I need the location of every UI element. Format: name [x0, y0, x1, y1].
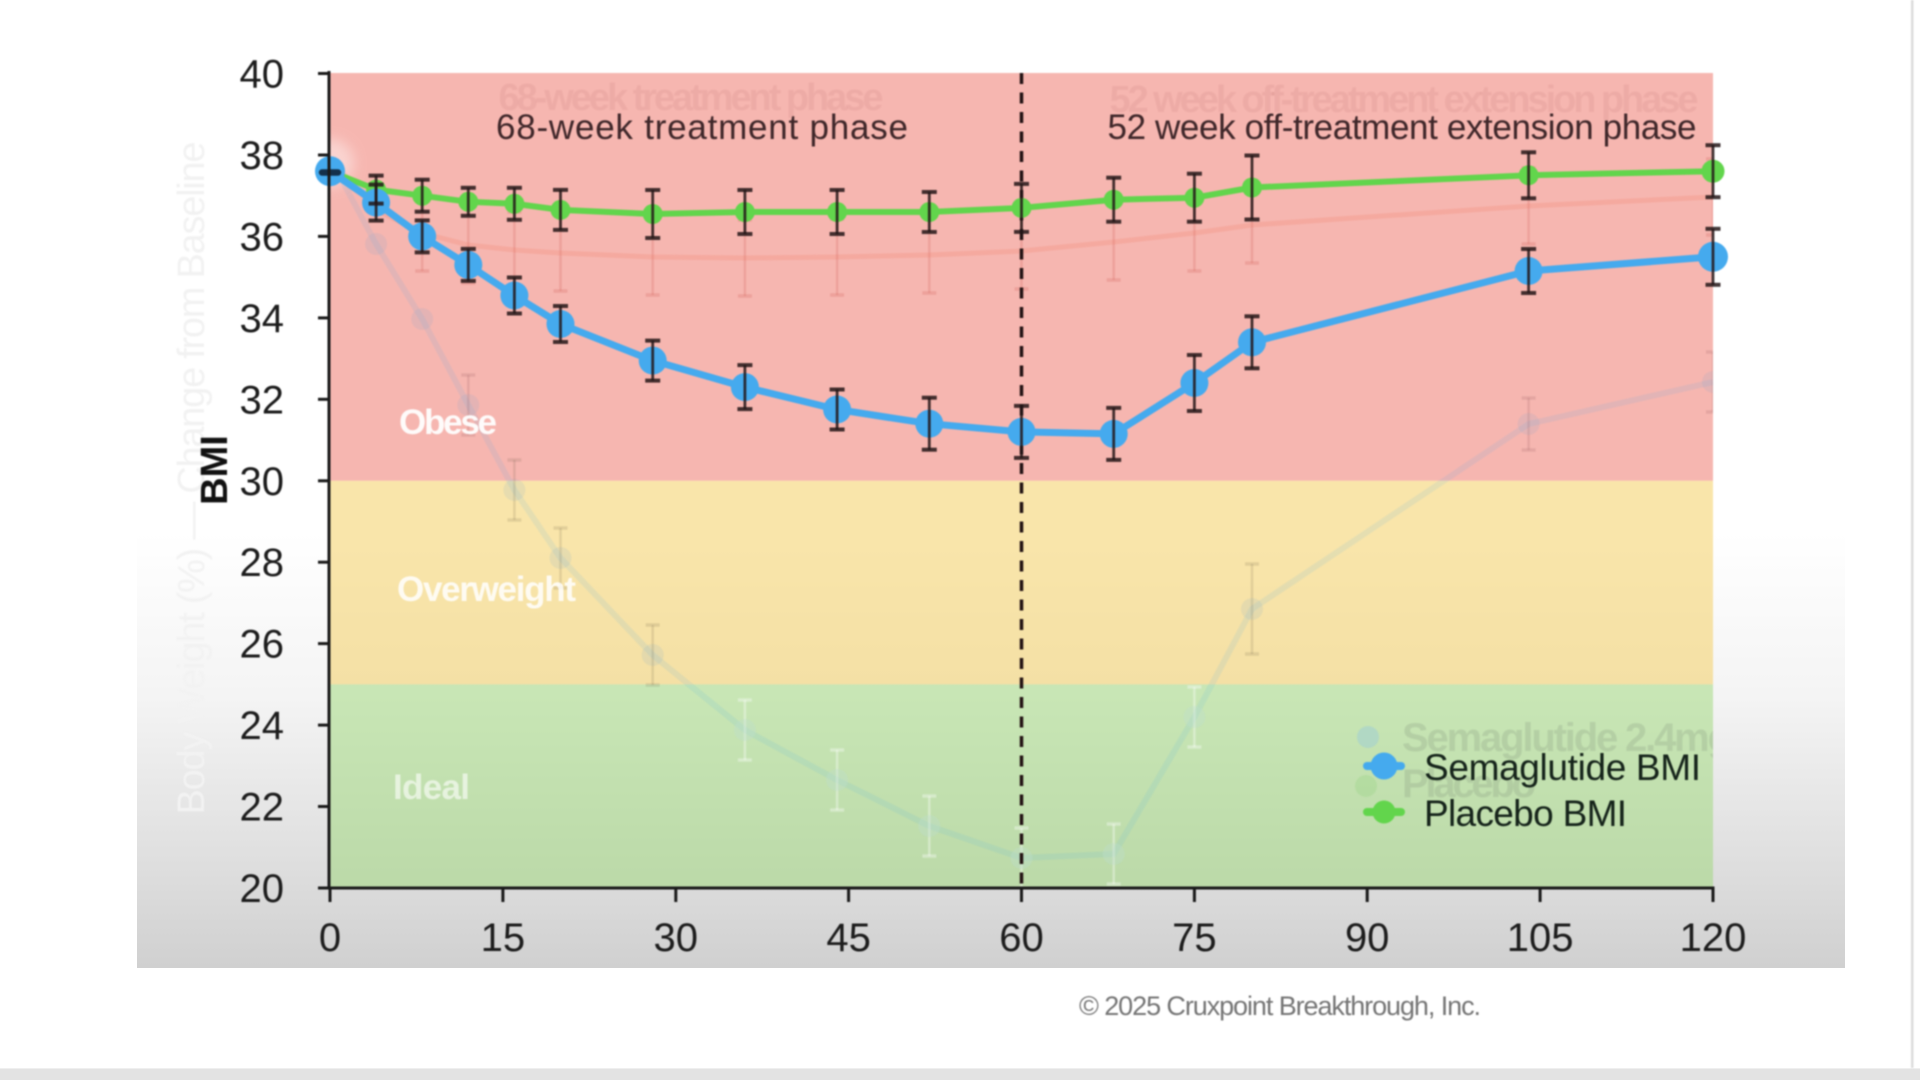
svg-text:30: 30: [240, 460, 285, 504]
svg-text:52 week off-treatment extensio: 52 week off-treatment extension phase: [1108, 108, 1697, 147]
svg-text:36: 36: [240, 215, 285, 259]
svg-text:68-week treatment phase: 68-week treatment phase: [499, 77, 884, 119]
svg-text:105: 105: [1507, 916, 1574, 960]
svg-text:Body Weight (%) — Change from: Body Weight (%) — Change from Baseline: [171, 142, 213, 815]
svg-text:60: 60: [999, 916, 1044, 960]
svg-text:0: 0: [319, 916, 341, 960]
svg-text:38: 38: [240, 134, 285, 178]
svg-text:45: 45: [826, 916, 871, 960]
svg-text:20: 20: [240, 867, 285, 911]
svg-text:28: 28: [240, 541, 285, 585]
svg-text:34: 34: [240, 297, 285, 341]
svg-text:24: 24: [240, 704, 285, 748]
svg-text:Obese: Obese: [399, 403, 497, 442]
svg-text:Semaglutide 2.4mg: Semaglutide 2.4mg: [1402, 716, 1732, 760]
svg-text:120: 120: [1680, 916, 1747, 960]
svg-text:52 week off-treatment extensio: 52 week off-treatment extension phase: [1110, 79, 1699, 121]
svg-text:26: 26: [240, 623, 285, 667]
svg-text:BMI: BMI: [194, 435, 236, 505]
svg-text:75: 75: [1172, 916, 1217, 960]
svg-text:Ideal: Ideal: [393, 768, 470, 807]
svg-text:Placebo: Placebo: [1402, 762, 1536, 806]
svg-text:© 2025 Cruxpoint Breakthrough,: © 2025 Cruxpoint Breakthrough, Inc.: [1079, 991, 1481, 1021]
svg-text:Semaglutide BMI: Semaglutide BMI: [1424, 747, 1701, 788]
svg-text:15: 15: [481, 916, 526, 960]
svg-text:40: 40: [240, 53, 285, 97]
svg-text:Placebo BMI: Placebo BMI: [1424, 793, 1627, 834]
svg-text:30: 30: [654, 916, 699, 960]
svg-text:22: 22: [240, 786, 285, 830]
svg-text:Overweight: Overweight: [397, 570, 576, 609]
svg-text:68-week treatment phase: 68-week treatment phase: [496, 108, 908, 147]
svg-text:90: 90: [1345, 916, 1390, 960]
svg-text:32: 32: [240, 378, 285, 422]
